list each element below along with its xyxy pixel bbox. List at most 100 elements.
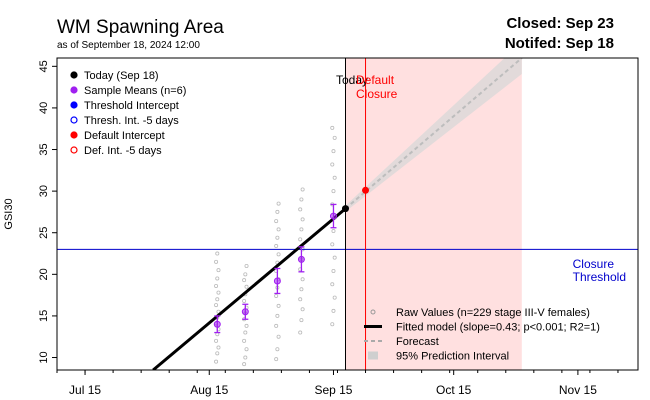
legend-top-item: Today (Sep 18) [70, 70, 159, 82]
raw-value-point [276, 227, 281, 232]
raw-value-point [299, 287, 304, 292]
raw-value-point [298, 297, 303, 302]
sample-mean [241, 303, 249, 320]
raw-value-point [298, 330, 303, 335]
default-closure-label-line2: Closure [356, 87, 398, 101]
raw-value-point [274, 323, 279, 328]
legend-label: Def. Int. -5 days [84, 145, 162, 157]
sample-mean-point [297, 255, 305, 263]
raw-value-point [244, 284, 249, 289]
raw-value-point [242, 362, 247, 367]
y-tick-label: 25 [38, 227, 50, 239]
sample-mean [329, 203, 337, 229]
sample-mean-point [241, 308, 249, 316]
raw-values-series [214, 125, 337, 367]
fitted-model-line [152, 207, 347, 370]
legend-bottom-item: Fitted model (slope=0.43; p<0.001; R2=1) [364, 322, 600, 334]
legend-label: Forecast [396, 336, 439, 348]
raw-value-point [244, 347, 249, 352]
raw-value-point [242, 298, 247, 303]
y-axis-label: GSI30 [3, 198, 15, 229]
raw-value-point [330, 242, 335, 247]
raw-value-point [331, 308, 336, 313]
legend-label: Thresh. Int. -5 days [84, 115, 179, 127]
legend-label: Raw Values (n=229 stage III-V females) [396, 307, 590, 319]
y-tick-label: 45 [38, 60, 50, 72]
raw-value-point [332, 255, 337, 260]
legend-symbol [368, 351, 378, 360]
raw-value-point [330, 125, 335, 130]
raw-value-point [216, 345, 221, 350]
x-tick-label: Nov 15 [559, 383, 597, 397]
raw-value-point [276, 252, 281, 257]
sample-mean [213, 315, 221, 334]
sample-mean-point [273, 277, 281, 285]
raw-value-point [298, 237, 303, 242]
raw-value-point [331, 149, 336, 154]
x-tick-label: Aug 15 [190, 383, 228, 397]
legend-bottom: Raw Values (n=229 stage III-V females) Fi… [364, 307, 600, 363]
today-label: Today [336, 73, 368, 87]
raw-value-point [243, 355, 248, 360]
raw-value-point [276, 201, 281, 206]
y-tick-label: 35 [38, 143, 50, 155]
raw-value-point [216, 268, 221, 273]
raw-value-point [275, 209, 280, 214]
raw-value-point [274, 219, 279, 224]
legend-symbol [370, 309, 376, 315]
raw-value-point [216, 290, 221, 295]
raw-value-point [214, 303, 219, 308]
legend-label: 95% Prediction Interval [396, 351, 509, 363]
y-tick-label: 20 [38, 268, 50, 280]
raw-value-point [300, 277, 305, 282]
raw-value-point [214, 283, 219, 288]
notified-date-label: Notifed: Sep 18 [505, 35, 614, 52]
raw-value-point [243, 330, 248, 335]
chart-subtitle: as of September 18, 2024 12:00 [57, 40, 200, 51]
raw-value-point [300, 307, 305, 312]
raw-value-point [244, 323, 249, 328]
sample-mean [273, 267, 281, 295]
threshold-label-line1: Closure [573, 257, 615, 271]
shaded-region-rect [345, 58, 522, 370]
raw-value-point [299, 318, 304, 323]
forecast-line [344, 58, 523, 210]
raw-value-point [274, 357, 279, 362]
chart-title: WM Spawning Area [57, 17, 224, 38]
raw-value-point [332, 135, 337, 140]
today-point [341, 205, 349, 213]
y-tick-label: 30 [38, 185, 50, 197]
raw-value-point [276, 334, 281, 339]
raw-value-point [275, 235, 280, 240]
raw-value-point [215, 276, 220, 281]
legend-marker [70, 146, 78, 154]
default-intercept-point [362, 186, 370, 194]
raw-value-point [242, 278, 247, 283]
raw-value-point [214, 338, 219, 343]
raw-value-point [331, 229, 336, 234]
prediction-interval-band [345, 58, 522, 212]
sample-mean [297, 246, 305, 273]
x-tick-label: Oct 15 [436, 383, 472, 397]
legend-label: Today (Sep 18) [84, 70, 159, 82]
raw-value-point [275, 313, 280, 318]
y-tick-label: 15 [38, 310, 50, 322]
raw-value-point [299, 227, 304, 232]
legend-marker [70, 116, 78, 124]
raw-value-point [275, 347, 280, 352]
closed-date-label: Closed: Sep 23 [506, 15, 614, 32]
default-closure-label-line1: Default [356, 73, 395, 87]
raw-value-point [274, 293, 279, 298]
y-tick-label: 40 [38, 102, 50, 114]
raw-value-point [331, 268, 336, 273]
raw-value-point [300, 187, 305, 192]
raw-value-point [300, 217, 305, 222]
closure-shaded-region [345, 58, 522, 370]
raw-value-point [332, 295, 337, 300]
reference-lines [57, 58, 638, 370]
raw-value-point [332, 175, 337, 180]
legend-bottom-item: Forecast [364, 336, 439, 348]
legend-marker [70, 101, 78, 109]
raw-value-point [298, 207, 303, 212]
